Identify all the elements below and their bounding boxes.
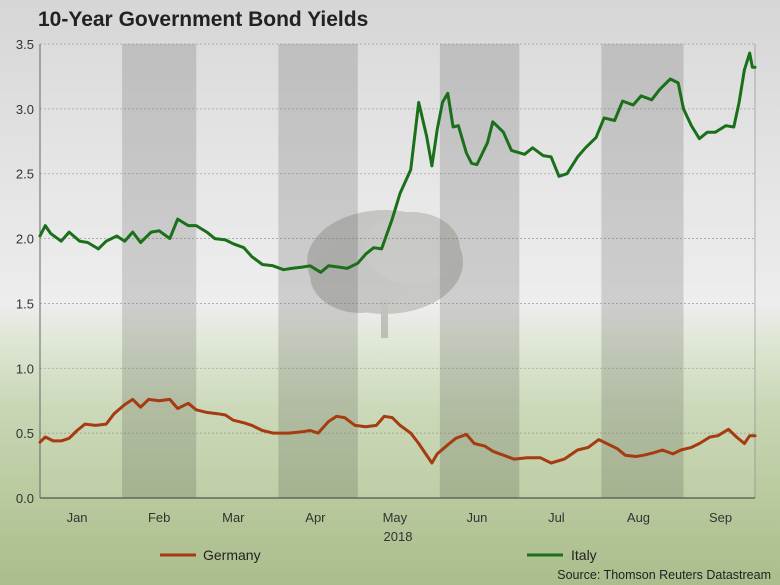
- x-tick-label-jul: Jul: [548, 510, 565, 525]
- chart-title: 10-Year Government Bond Yields: [38, 8, 368, 31]
- x-tick-label-jun: Jun: [466, 510, 487, 525]
- y-tick-label: 3.5: [16, 37, 34, 52]
- y-tick-label: 1.5: [16, 296, 34, 311]
- month-bands: [40, 44, 755, 498]
- series-line-germany: [38, 397, 757, 465]
- y-tick-label: 2.5: [16, 167, 34, 182]
- x-tick-label-mar: Mar: [222, 510, 245, 525]
- y-tick-label: 1.0: [16, 361, 34, 376]
- month-band-sep: [683, 44, 755, 498]
- x-axis: Jan Feb Mar Apr May Jun Jul Aug Sep: [67, 510, 733, 525]
- tree-background-image: [307, 210, 463, 338]
- x-tick-label-sep: Sep: [709, 510, 732, 525]
- x-tick-label-may: May: [383, 510, 408, 525]
- y-tick-label: 2.0: [16, 232, 34, 247]
- series-lines: [38, 51, 757, 465]
- y-tick-label: 3.0: [16, 102, 34, 117]
- gridlines: [40, 43, 755, 499]
- source-note: Source: Thomson Reuters Datastream: [557, 568, 771, 582]
- legend-label-germany: Germany: [203, 547, 261, 563]
- legend: Germany Italy: [160, 547, 597, 563]
- month-band-jul: [519, 44, 602, 498]
- x-tick-label-feb: Feb: [148, 510, 170, 525]
- x-tick-label-apr: Apr: [305, 510, 326, 525]
- y-tick-label: 0.0: [16, 491, 34, 506]
- month-band-jan: [40, 44, 123, 498]
- y-tick-label: 0.5: [16, 426, 34, 441]
- month-band-may: [357, 44, 440, 498]
- y-axis: 0.0 0.5 1.0 1.5 2.0 2.5 3.0 3.5: [16, 37, 756, 506]
- series-line-italy: [38, 51, 757, 274]
- x-tick-label-aug: Aug: [627, 510, 650, 525]
- x-axis-label: 2018: [384, 529, 413, 544]
- legend-label-italy: Italy: [571, 547, 597, 563]
- x-tick-label-jan: Jan: [67, 510, 88, 525]
- month-band-aug: [601, 44, 684, 498]
- month-band-feb: [122, 44, 197, 498]
